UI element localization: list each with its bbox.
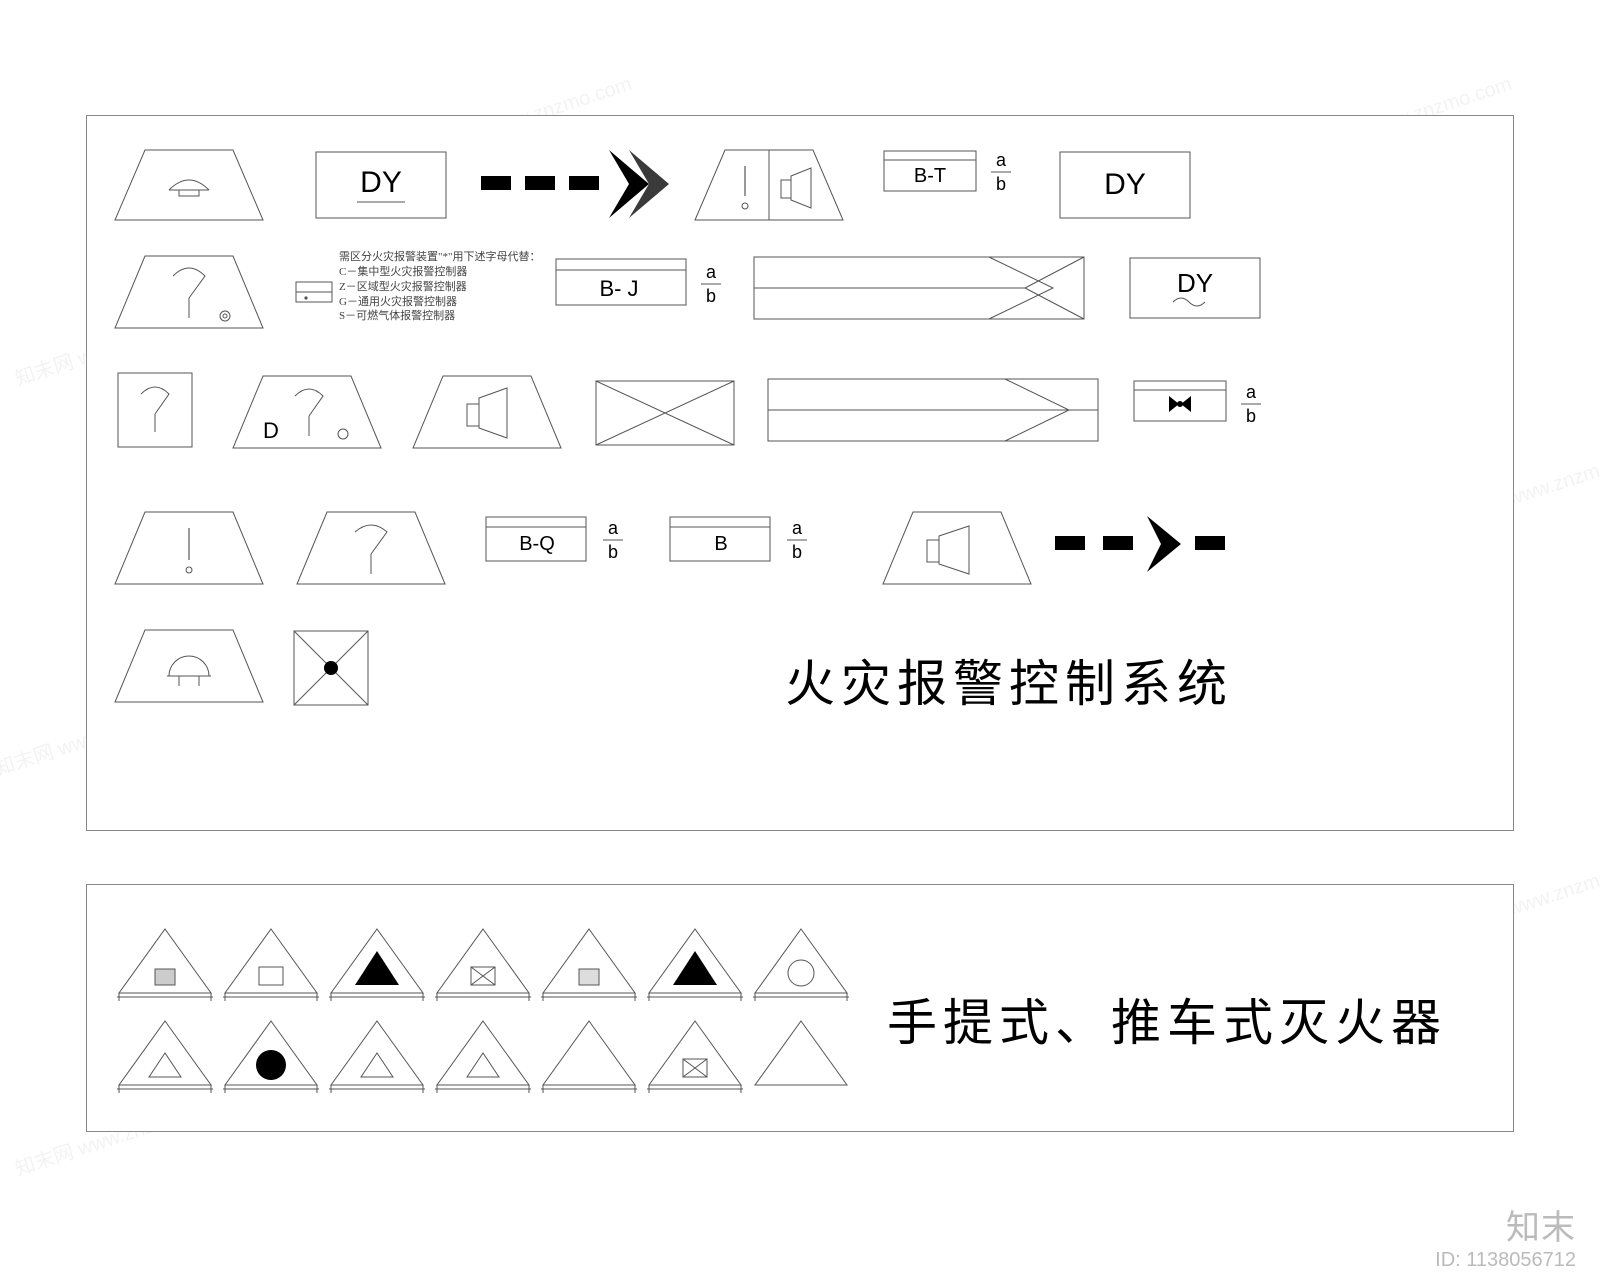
label-d: D (263, 418, 279, 443)
symbol-rect-b: B (669, 516, 779, 566)
svg-text:b: b (792, 542, 802, 562)
triangle-12 (541, 1019, 639, 1091)
symbol-trapezoid-phone (111, 146, 271, 226)
label-bq: B-Q (519, 533, 555, 555)
symbol-square-y (117, 372, 199, 454)
triangle-6 (647, 927, 745, 999)
triangle-8 (117, 1019, 215, 1091)
footer-brand: 知末 ID: 1138056712 (1435, 1200, 1576, 1272)
symbol-dashed-arrow-large (481, 150, 671, 222)
title-bottom: 手提式、推车式灭火器 (887, 983, 1447, 1055)
label-b: B (714, 533, 727, 555)
svg-text:a: a (608, 518, 619, 538)
symbol-rect-bj: B- J (555, 258, 695, 310)
fraction-ab-2: a b (701, 262, 729, 308)
panel-extinguishers: 手提式、推车式灭火器 (86, 884, 1514, 1132)
title-top: 火灾报警控制系统 (785, 644, 1233, 716)
svg-text:b: b (706, 286, 716, 306)
symbol-rect-bowtie (1133, 380, 1233, 428)
symbol-rect-bt: B-T (883, 150, 983, 198)
triangle-14 (753, 1019, 851, 1091)
triangle-3 (329, 927, 427, 999)
page: 知末网 www.znzmo.com 知末网 www.znzmo.com 知末网 … (0, 0, 1600, 1280)
legend-note: 需区分火灾报警装置"*"用下述字母代替： C－集中型火灾报警控制器 Z－区域型火… (339, 250, 549, 324)
symbol-trapezoid-speaker-outline (879, 508, 1039, 594)
symbol-trapezoid-speaker (409, 372, 569, 458)
svg-text:b: b (608, 542, 618, 562)
fraction-ab-3: a b (1241, 382, 1269, 428)
label-b: b (996, 174, 1006, 194)
label-dy: DY (360, 166, 402, 199)
symbol-trapezoid-bell (111, 626, 271, 712)
label-dy-2: DY (1104, 168, 1146, 201)
legend-heading: 需区分火灾报警装置"*"用下述字母代替： (339, 250, 549, 265)
symbol-square-x-dot (293, 630, 375, 712)
triangle-11 (435, 1019, 533, 1091)
legend-item-c: C－集中型火灾报警控制器 (339, 265, 549, 280)
symbol-dashed-arrow-small (1055, 516, 1255, 572)
fraction-ab-1: a b (991, 150, 1019, 196)
triangle-9 (223, 1019, 321, 1091)
symbol-trapezoid-exclaim (111, 508, 271, 594)
symbol-long-arrow-outline-2 (767, 378, 1103, 444)
symbol-rect-dy-underline: DY (315, 146, 455, 226)
panel-fire-alarm-system: DY B-T a b (86, 115, 1514, 831)
triangle-13 (647, 1019, 745, 1091)
svg-text:a: a (1246, 382, 1257, 402)
symbol-rect-dy-wave: DY (1129, 254, 1269, 326)
svg-text:a: a (792, 518, 803, 538)
fraction-ab-5: a b (787, 518, 815, 564)
fraction-ab-4: a b (603, 518, 631, 564)
legend-probe-icon (295, 276, 335, 312)
footer-brand-name: 知末 (1435, 1200, 1576, 1249)
triangle-5 (541, 927, 639, 999)
svg-text:a: a (706, 262, 717, 282)
triangle-2 (223, 927, 321, 999)
triangle-10 (329, 1019, 427, 1091)
label-a: a (996, 150, 1007, 170)
triangle-4 (435, 927, 533, 999)
symbol-trapezoid-d-y-circle: D (229, 372, 389, 458)
triangle-1 (117, 927, 215, 999)
symbol-long-arrow-outline (753, 256, 1089, 322)
symbol-trapezoid-y (293, 508, 453, 594)
triangle-7 (753, 927, 851, 999)
symbol-trapezoid-y-dot (111, 252, 271, 338)
symbol-rect-cross (595, 380, 739, 450)
legend-item-z: Z－区域型火灾报警控制器 (339, 280, 549, 295)
legend-item-g: G－通用火灾报警控制器 (339, 295, 549, 310)
legend-item-s: S－可燃气体报警控制器 (339, 309, 549, 324)
label-dy-3: DY (1177, 268, 1213, 298)
footer-brand-id: ID: 1138056712 (1435, 1249, 1576, 1272)
symbol-trapezoid-split-exclaim-speaker (691, 146, 851, 226)
label-bt: B-T (914, 165, 946, 187)
label-bj: B- J (599, 276, 638, 301)
symbol-rect-dy-2: DY (1059, 146, 1199, 226)
symbol-rect-bq: B-Q (485, 516, 595, 566)
svg-text:b: b (1246, 406, 1256, 426)
